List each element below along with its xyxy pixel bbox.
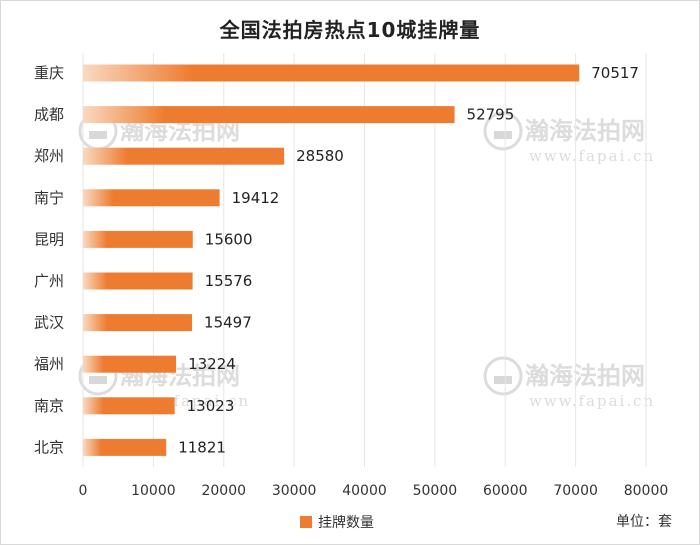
bar [83, 147, 285, 165]
watermark-brand: 瀚海法拍网 [525, 116, 645, 145]
category-label: 南宁 [34, 189, 64, 207]
bar [83, 189, 220, 207]
value-label: 13224 [188, 355, 236, 373]
x-tick-label: 70000 [553, 483, 598, 499]
category-label: 武汉 [34, 314, 64, 332]
bar [83, 64, 580, 82]
bar [83, 355, 177, 373]
x-tick-label: 80000 [624, 483, 669, 499]
x-tick-label: 10000 [131, 483, 176, 499]
value-label: 15576 [205, 272, 253, 290]
value-label: 13023 [187, 397, 235, 415]
x-tick-label: 0 [79, 483, 88, 499]
watermark-logo-mark [89, 376, 107, 384]
bar [83, 314, 193, 332]
value-label: 15497 [204, 314, 252, 332]
x-axis-ticks: 0 10000 20000 30000 40000 50000 60000 70000 8000… [79, 483, 669, 499]
x-tick-label: 30000 [272, 483, 317, 499]
legend-swatch [300, 516, 312, 528]
watermark-logo-mark [494, 131, 512, 139]
value-label: 70517 [591, 64, 639, 82]
bar [83, 106, 455, 124]
unit-label: 单位：套 [616, 514, 672, 530]
value-label: 28580 [296, 147, 344, 165]
value-label: 15600 [205, 230, 253, 248]
legend: 挂牌数量 [300, 512, 374, 532]
watermark-logo-icon [483, 111, 523, 151]
category-label: 广州 [34, 272, 64, 290]
x-tick-label: 20000 [201, 483, 246, 499]
x-tick-label: 40000 [342, 483, 387, 499]
category-label: 成都 [34, 106, 64, 124]
x-tick-label: 60000 [483, 483, 528, 499]
watermark: 瀚海法拍网 www.fapai.cn [483, 111, 655, 165]
watermark-brand: 瀚海法拍网 [525, 361, 645, 390]
category-label: 昆明 [34, 230, 64, 248]
bar [83, 272, 193, 290]
category-label: 北京 [34, 438, 64, 456]
watermark-url: www.fapai.cn [529, 147, 655, 165]
value-label: 19412 [232, 189, 280, 207]
value-label: 52795 [467, 106, 515, 124]
value-labels: 70517 52795 28580 19412 15600 15576 15497 13224… [178, 64, 639, 456]
legend-label: 挂牌数量 [318, 515, 374, 531]
watermark-logo-mark [494, 376, 512, 384]
bar [83, 230, 193, 248]
x-tick-label: 50000 [413, 483, 458, 499]
category-label: 重庆 [34, 64, 64, 82]
watermark-logo-mark [89, 131, 107, 139]
chart-title: 全国法拍房热点10城挂牌量 [219, 18, 481, 42]
watermark-url: www.fapai.cn [529, 392, 655, 410]
bar [83, 438, 167, 456]
watermark-logo-icon [483, 356, 523, 396]
category-label: 福州 [34, 355, 64, 373]
category-label: 郑州 [34, 147, 64, 165]
watermark: 瀚海法拍网 www.fapai.cn [483, 356, 655, 410]
bars [83, 64, 580, 456]
category-label: 南京 [34, 397, 64, 415]
value-label: 11821 [178, 438, 226, 456]
bar [83, 397, 175, 415]
